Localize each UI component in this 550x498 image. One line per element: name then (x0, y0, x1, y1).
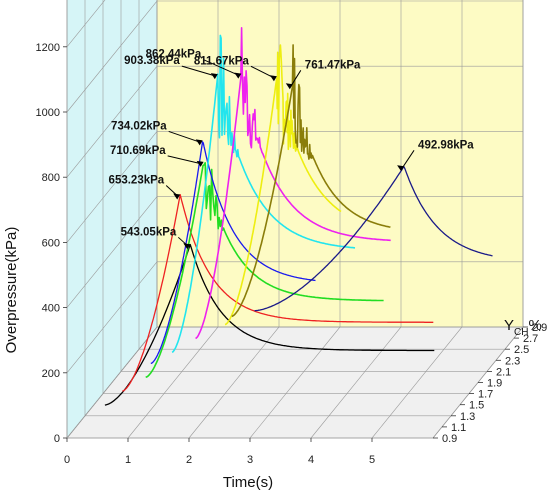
series-line (145, 162, 384, 379)
y-tick-label: 400 (42, 303, 60, 315)
series-line (195, 26, 391, 340)
axis-ticks: 012345020040060080010001200140016000.91.… (36, 42, 548, 466)
peak-arrow (167, 155, 202, 165)
y-tick-label: 600 (42, 237, 60, 249)
grid-line-overpressure (66, 0, 106, 47)
peak-arrow (203, 59, 240, 77)
series-line (171, 34, 356, 354)
z-tick-label: 2.5 (514, 344, 529, 356)
x-tick-label: 3 (247, 454, 253, 466)
z-axis-label: YCH% (504, 317, 542, 338)
peak-arrow-head (285, 83, 293, 90)
y-tick-label: 1000 (36, 107, 60, 119)
peak-arrow-head (173, 193, 181, 200)
y-tick-label: 200 (42, 368, 60, 380)
z-axis-label-subscript: CH (514, 327, 528, 338)
chart-grid (66, 0, 524, 439)
peak-arrow-head (234, 72, 242, 79)
peak-arrow-head (196, 160, 204, 167)
z-tick-label: 1.7 (478, 389, 493, 401)
x-tick-label: 5 (369, 454, 375, 466)
series-line (254, 165, 493, 312)
peak-arrow-head (183, 243, 191, 250)
series-line (122, 193, 434, 392)
peak-arrow-head (195, 139, 203, 146)
z-tick-label: 0.9 (442, 433, 457, 445)
peak-arrow (401, 150, 415, 169)
peak-label: 903.38kPa (124, 55, 180, 67)
series-line (231, 44, 391, 318)
peak-label: 862.44kPa (146, 49, 202, 61)
y-tick-label: 0 (54, 433, 60, 445)
z-tick-label: 1.9 (487, 378, 502, 390)
series-line (224, 44, 342, 326)
x-axis-label: Time(s) (223, 474, 273, 491)
peak-label: 761.47kPa (305, 59, 361, 71)
z-tick-label: 2.3 (505, 355, 520, 367)
x-tick-label: 4 (308, 454, 314, 466)
peak-label: 811.67kPa (194, 55, 250, 67)
z-tick-label: 1.3 (460, 411, 475, 423)
z-tick-label: 2.1 (496, 366, 511, 378)
peak-arrow-head (269, 75, 277, 82)
peak-arrow-head (397, 165, 405, 172)
x-tick-label: 1 (125, 454, 131, 466)
series-curves (104, 26, 493, 406)
grid-line-depth (138, 0, 505, 350)
peak-label: 492.98kPa (418, 139, 474, 151)
x-tick-label: 2 (186, 454, 192, 466)
x-tick-label: 0 (64, 454, 70, 466)
peak-label: 734.02kPa (111, 120, 167, 132)
y-axis-label: Overpressure(kPa) (3, 227, 20, 354)
peak-annotations: 543.05kPa 653.23kPa 710.69kPa 734.02kPa 903.… (109, 49, 474, 250)
grid-line-depth (120, 0, 487, 372)
grid-line-depth (102, 0, 469, 394)
peak-arrow (290, 70, 302, 87)
series-line (150, 141, 316, 365)
z-tick-label: 2.7 (523, 333, 538, 345)
series-line (104, 243, 435, 406)
peak-label: 710.69kPa (110, 145, 166, 157)
z-tick-label: 1.5 (469, 400, 484, 412)
z-axis-label-suffix: % (528, 317, 541, 334)
peak-arrow-head (210, 73, 218, 80)
peak-label: 543.05kPa (121, 226, 177, 238)
z-axis-label-main: Y (504, 317, 514, 334)
y-tick-label: 1200 (36, 42, 60, 54)
y-tick-label: 800 (42, 172, 60, 184)
grid-line-depth (84, 0, 451, 417)
z-tick-label: 2.9 (532, 322, 547, 334)
grid-line-depth (156, 0, 523, 328)
peak-arrow (181, 65, 216, 77)
z-tick-label: 1.1 (451, 422, 466, 434)
peak-arrow (168, 130, 201, 143)
peak-label: 653.23kPa (109, 175, 165, 187)
